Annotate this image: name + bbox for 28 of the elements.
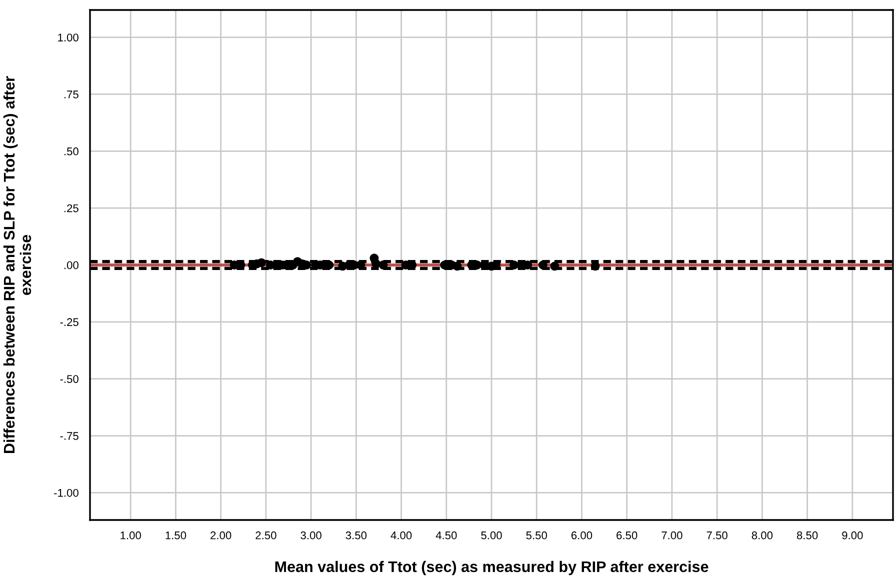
x-tick-label: 4.00 — [390, 531, 412, 540]
y-tick-label: -.50 — [60, 375, 78, 383]
x-tick-label: 5.50 — [526, 531, 547, 540]
x-tick-label: 3.00 — [300, 531, 322, 540]
y-tick-label: -.75 — [60, 432, 78, 440]
y-axis-title: Differences between RIP and SLP for Ttot (sec) after exercise — [3, 76, 32, 454]
x-tick-label: 4.50 — [436, 531, 457, 540]
y-tick-label: .75 — [64, 90, 78, 98]
y-tick-label: 1.00 — [58, 34, 78, 42]
x-tick-label: 7.00 — [662, 531, 682, 540]
y-tick-label: .00 — [64, 261, 78, 270]
x-tick-label: 2.00 — [210, 531, 232, 540]
x-tick-label: 7.50 — [706, 531, 728, 540]
x-tick-label: 8.00 — [752, 531, 773, 540]
x-tick-label: 2.50 — [256, 531, 276, 540]
x-tick-label: 1.50 — [166, 531, 186, 540]
x-tick-label: 5.00 — [481, 531, 502, 540]
y-tick-label: -1.00 — [54, 488, 78, 497]
y-tick-label: -.25 — [60, 318, 78, 326]
y-tick-label: .25 — [64, 204, 78, 212]
x-tick-label: 3.50 — [346, 531, 367, 540]
x-tick-label: 6.00 — [571, 531, 592, 540]
x-tick-label: 8.50 — [796, 531, 818, 540]
x-tick-label: 1.00 — [120, 531, 141, 540]
y-tick-label: .50 — [64, 147, 78, 156]
x-tick-label: 6.50 — [616, 531, 638, 540]
x-tick-label: 9.00 — [842, 531, 863, 540]
x-axis-title: Mean values of Ttot (sec) as measured by RIP after exercise — [275, 560, 708, 576]
